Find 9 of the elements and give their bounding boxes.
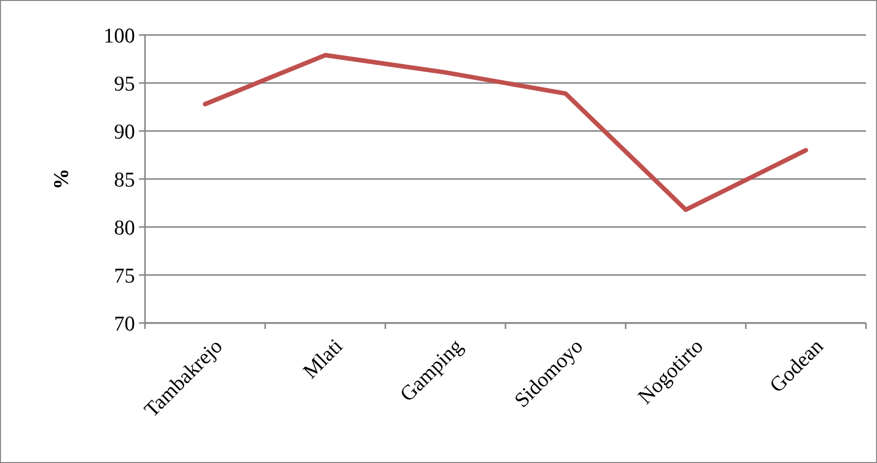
y-tick-label: 80 bbox=[114, 215, 135, 240]
y-tick-label: 95 bbox=[114, 71, 135, 96]
y-axis-title: % bbox=[49, 168, 73, 190]
line-series bbox=[202, 52, 808, 212]
y-tick-label: 90 bbox=[114, 119, 135, 144]
y-tick-label: 70 bbox=[114, 311, 135, 336]
y-tick-label: 85 bbox=[114, 167, 135, 192]
y-tick-label: 100 bbox=[104, 23, 135, 48]
y-tick-label: 75 bbox=[114, 263, 135, 288]
